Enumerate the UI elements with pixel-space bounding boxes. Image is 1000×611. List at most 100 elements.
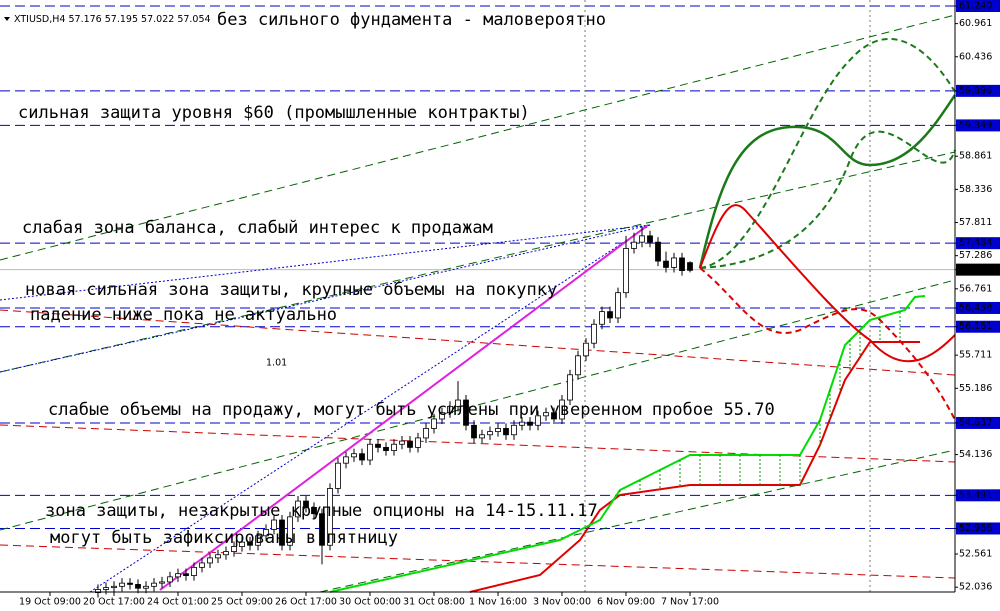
level-box (956, 522, 1000, 535)
candle-body (447, 405, 453, 414)
y-tick-label: 61.240 (959, 0, 992, 11)
candle-body (543, 412, 549, 417)
candle-body (599, 311, 605, 325)
y-tick-label: 53.491 (959, 490, 992, 501)
close: 57.054 (177, 14, 210, 25)
candle-body (471, 424, 477, 439)
y-tick-label: 57.286 (959, 250, 992, 261)
candle-body (551, 412, 557, 420)
candle-body (255, 535, 261, 546)
level-box (956, 416, 1000, 429)
y-tick-label: 59.896 (959, 85, 992, 96)
trend-line (0, 14, 956, 261)
y-tick-label: 52.561 (959, 549, 992, 560)
candle-body (503, 428, 509, 436)
forecast (699, 38, 956, 269)
candle-body (431, 418, 437, 429)
candle-body (311, 506, 317, 515)
annotation: падение ниже пока не актуально (30, 305, 337, 325)
candle-body (119, 582, 125, 587)
low: 57.022 (141, 14, 174, 25)
candle-body (423, 428, 429, 439)
current-price-box (956, 263, 1000, 276)
candle-body (631, 241, 637, 249)
x-tick-label: 30 Oct 00:00 (339, 597, 401, 608)
level-box (956, 301, 1000, 314)
symbol: XTIUSD,H4 (14, 14, 65, 25)
candle-body (159, 581, 165, 584)
header: XTIUSD,H4 57.176 57.195 57.022 57.054 (4, 14, 211, 25)
y-tick-label: 54.637 (959, 417, 992, 428)
candle-body (279, 519, 285, 546)
y-tick-label: 55.711 (959, 350, 992, 361)
y-tick-label: 56.161 (959, 321, 992, 332)
cloud-hatch (619, 312, 901, 495)
annotation: новая сильная зона защиты, крупные объем… (25, 280, 557, 300)
y-tick-label: 57.484 (959, 238, 992, 249)
level-box (956, 320, 1000, 333)
tenkan-line (329, 295, 926, 593)
y-tick-label: 54.136 (959, 449, 992, 460)
candle-body (183, 573, 189, 576)
candle-body (239, 541, 245, 547)
candle-body (319, 513, 325, 546)
level-box (956, 84, 1000, 97)
candle-body (303, 500, 309, 508)
candle-body (247, 541, 253, 546)
candle-body (399, 440, 405, 445)
candle-body (367, 443, 373, 461)
candle-body (639, 235, 645, 243)
candle-body (647, 235, 653, 243)
candle-body (295, 500, 301, 518)
level-box (956, 0, 1000, 12)
level-box (956, 119, 1000, 132)
level-box (956, 489, 1000, 502)
candle-body (463, 399, 469, 426)
y-tick-label: 60.961 (959, 18, 992, 29)
x-tick-label: 19 Oct 09:00 (19, 597, 81, 608)
candle-body (655, 241, 661, 262)
candle-body (455, 399, 461, 407)
candle-body (383, 446, 389, 451)
x-tick-label: 6 Nov 09:00 (597, 597, 655, 608)
annotations: без сильного фундамента - маловероятно си… (18, 10, 775, 548)
y-tick-label: 56.458 (959, 302, 992, 313)
candle-body (359, 453, 365, 461)
x-tick-label: 25 Oct 09:00 (211, 597, 273, 608)
levels (0, 5, 955, 529)
y-tick-label: 60.436 (959, 51, 992, 62)
x-tick-label: 26 Oct 17:00 (275, 597, 337, 608)
candle-body (615, 292, 621, 319)
level-box (956, 237, 1000, 250)
candle-body (191, 566, 197, 576)
candle-body (663, 260, 669, 268)
candle-body (679, 257, 685, 271)
open: 57.176 (68, 14, 101, 25)
trend-line (0, 151, 956, 373)
annotation: без сильного фундамента - маловероятно (217, 10, 606, 30)
candle-body (151, 582, 157, 587)
candle-body (199, 562, 205, 568)
y-tick-label: 57.811 (959, 217, 992, 228)
candle-body (519, 421, 525, 426)
y-tick-label: 58.861 (959, 151, 992, 162)
candle-body (95, 589, 101, 594)
candle-body (583, 342, 589, 357)
candle-body (207, 557, 213, 564)
candle-body (215, 554, 221, 559)
x-tick-label: 3 Nov 00:00 (533, 597, 591, 608)
trend-line (0, 309, 956, 376)
trend-line (319, 449, 956, 593)
candle-body (167, 576, 173, 583)
header-text: XTIUSD,H4 57.176 57.195 57.022 57.054 (14, 14, 211, 25)
high: 57.195 (105, 14, 138, 25)
candle-body (439, 412, 445, 420)
trend-line (0, 544, 956, 579)
candle-body (511, 424, 517, 436)
candle-body (487, 431, 493, 436)
candle-body (335, 462, 341, 489)
candle-body (351, 453, 357, 458)
trend-line (0, 279, 956, 531)
